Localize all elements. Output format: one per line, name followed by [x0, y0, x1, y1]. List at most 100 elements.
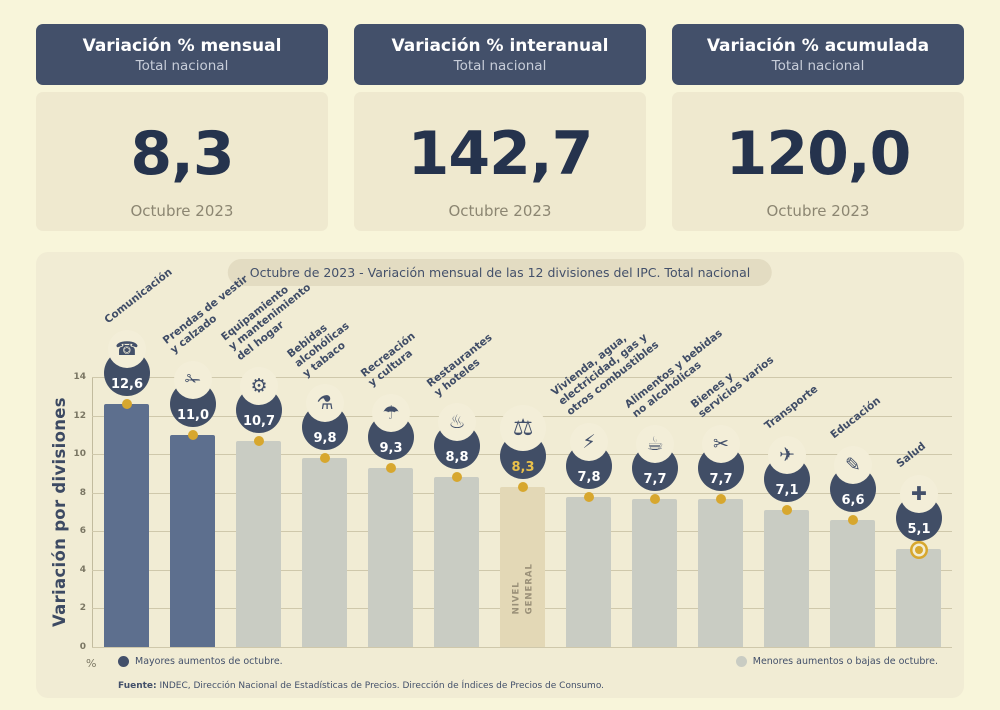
gold-dot	[782, 505, 792, 516]
card-subtitle: Total nacional	[135, 57, 229, 74]
bar	[368, 467, 413, 647]
column-beach-umbrella: 9,3 ☂ Recreación y cultura	[358, 252, 424, 647]
gold-dot	[584, 491, 594, 502]
bar	[500, 486, 545, 647]
y-tick-label: 8	[79, 487, 86, 498]
bar	[302, 458, 347, 647]
gold-dot	[915, 545, 923, 554]
column-health-cross: 5,1 ✚ Salud	[886, 252, 952, 647]
bar	[236, 440, 281, 647]
y-axis-line	[92, 377, 93, 647]
card-title: Variación % acumulada	[706, 35, 930, 56]
category-label: Bebidas alcohólicas y tabaco	[285, 320, 352, 380]
legend-minor-label: Menores aumentos o bajas de octubre.	[752, 656, 938, 667]
shopping-basket-icon: ⚖	[500, 404, 546, 451]
card-body: 142,7 Octubre 2023	[354, 92, 646, 231]
card-subtitle: Total nacional	[771, 57, 865, 74]
category-label: Salud	[894, 440, 928, 471]
gold-dot	[122, 399, 132, 409]
food-icon: ☕	[636, 424, 674, 463]
y-tick-label: 4	[79, 564, 86, 575]
gold-dot	[716, 493, 726, 504]
category-label: Educación	[828, 395, 884, 442]
chart-title: Octubre de 2023 - Variación mensual de l…	[227, 259, 773, 286]
gold-dot	[848, 514, 858, 525]
gridline	[92, 377, 952, 378]
column-utilities-bulb: 7,8 ⚡ Vivienda, agua, electricidad, gas y …	[549, 252, 661, 647]
card-header: Variación % mensual Total nacional	[36, 24, 328, 85]
bar-chart: 12,6 ☎ Comunicación 11,0 ✁ Prendas de vestir …	[94, 252, 952, 647]
legend-major-label: Mayores aumentos de octubre.	[135, 656, 283, 667]
column-education-pencil: 6,6 ✎ Educación	[820, 252, 886, 647]
bar	[830, 519, 875, 647]
y-tick-label: 12	[73, 410, 86, 421]
bar	[698, 498, 743, 647]
card-value: 8,3	[130, 118, 234, 189]
card-variacion-acumulada: Variación % acumulada Total nacional 120…	[672, 24, 964, 231]
legend-major: Mayores aumentos de octubre.	[118, 656, 283, 667]
category-label: Recreación y cultura	[358, 329, 418, 390]
legend-minor: Menores aumentos o bajas de octubre.	[735, 656, 938, 667]
gold-dot	[320, 453, 330, 463]
card-variacion-mensual: Variación % mensual Total nacional 8,3 O…	[36, 24, 328, 231]
gold-dot	[650, 493, 660, 504]
dining-icon: ♨	[438, 403, 476, 442]
card-value: 120,0	[725, 118, 912, 189]
source-prefix: Fuente:	[118, 681, 157, 691]
percent-unit-label: %	[86, 657, 97, 670]
y-tick-label: 14	[73, 372, 86, 382]
card-subtitle: Total nacional	[453, 57, 547, 74]
y-tick-label: 6	[79, 526, 86, 537]
bus-icon: ✈	[768, 436, 806, 475]
legend-dot-major	[118, 656, 129, 667]
card-period: Octubre 2023	[130, 202, 234, 220]
smartphone-icon: ☎	[108, 330, 146, 368]
column-bus: 7,1 ✈ Transporte	[754, 252, 820, 647]
column-smartphone: 12,6 ☎ Comunicación	[94, 252, 175, 647]
source-text: INDEC, Dirección Nacional de Estadística…	[156, 681, 605, 691]
card-period: Octubre 2023	[448, 202, 552, 220]
utilities-bulb-icon: ⚡	[570, 422, 608, 461]
card-header: Variación % interanual Total nacional	[354, 24, 646, 85]
health-cross-icon: ✚	[900, 474, 938, 513]
bottles-icon: ⚗	[306, 384, 344, 422]
legend-dot-minor	[735, 656, 747, 667]
card-period: Octubre 2023	[766, 202, 870, 220]
column-washing-machine: 10,7 ⚙ Equipamiento y mantenimiento del ho…	[219, 252, 313, 647]
y-tick-label: 10	[73, 449, 86, 460]
grooming-scissors-icon: ✂	[702, 424, 740, 463]
card-header: Variación % acumulada Total nacional	[672, 24, 964, 85]
bar	[566, 496, 611, 647]
column-clothing: 11,0 ✁ Prendas de vestir y calzado	[160, 252, 250, 647]
source-note: Fuente: INDEC, Dirección Nacional de Est…	[118, 681, 604, 691]
card-variacion-interanual: Variación % interanual Total nacional 14…	[354, 24, 646, 231]
card-body: 8,3 Octubre 2023	[36, 92, 328, 231]
bar	[434, 477, 479, 647]
bar-inner-label: NIVEL GENERAL	[511, 562, 534, 614]
gold-dot	[452, 472, 462, 483]
gold-dot	[254, 435, 264, 446]
bar	[104, 404, 149, 647]
gold-dot	[386, 462, 396, 473]
column-food: 7,7 ☕ Alimentos y bebidas no alcohólicas	[622, 252, 725, 647]
education-pencil-icon: ✎	[834, 445, 872, 484]
gold-dot	[518, 481, 528, 492]
bar	[896, 548, 941, 647]
card-title: Variación % mensual	[82, 35, 282, 56]
gold-dot	[188, 429, 198, 440]
bar	[764, 510, 809, 647]
washing-machine-icon: ⚙	[240, 366, 278, 405]
bar	[170, 434, 215, 647]
beach-umbrella-icon: ☂	[372, 393, 410, 432]
clothing-icon: ✁	[174, 360, 212, 399]
category-label: Transporte	[762, 382, 821, 432]
bar	[632, 498, 677, 647]
y-tick-label: 2	[79, 603, 86, 614]
column-grooming-scissors: 7,7 ✂ Bienes y servicios varios	[688, 252, 776, 647]
y-tick-label: 0	[79, 642, 86, 652]
card-value: 142,7	[407, 118, 594, 189]
card-title: Variación % interanual	[391, 35, 609, 56]
gridline	[92, 647, 952, 648]
column-shopping-basket: 8,3 ⚖ NIVEL GENERAL	[490, 252, 556, 647]
